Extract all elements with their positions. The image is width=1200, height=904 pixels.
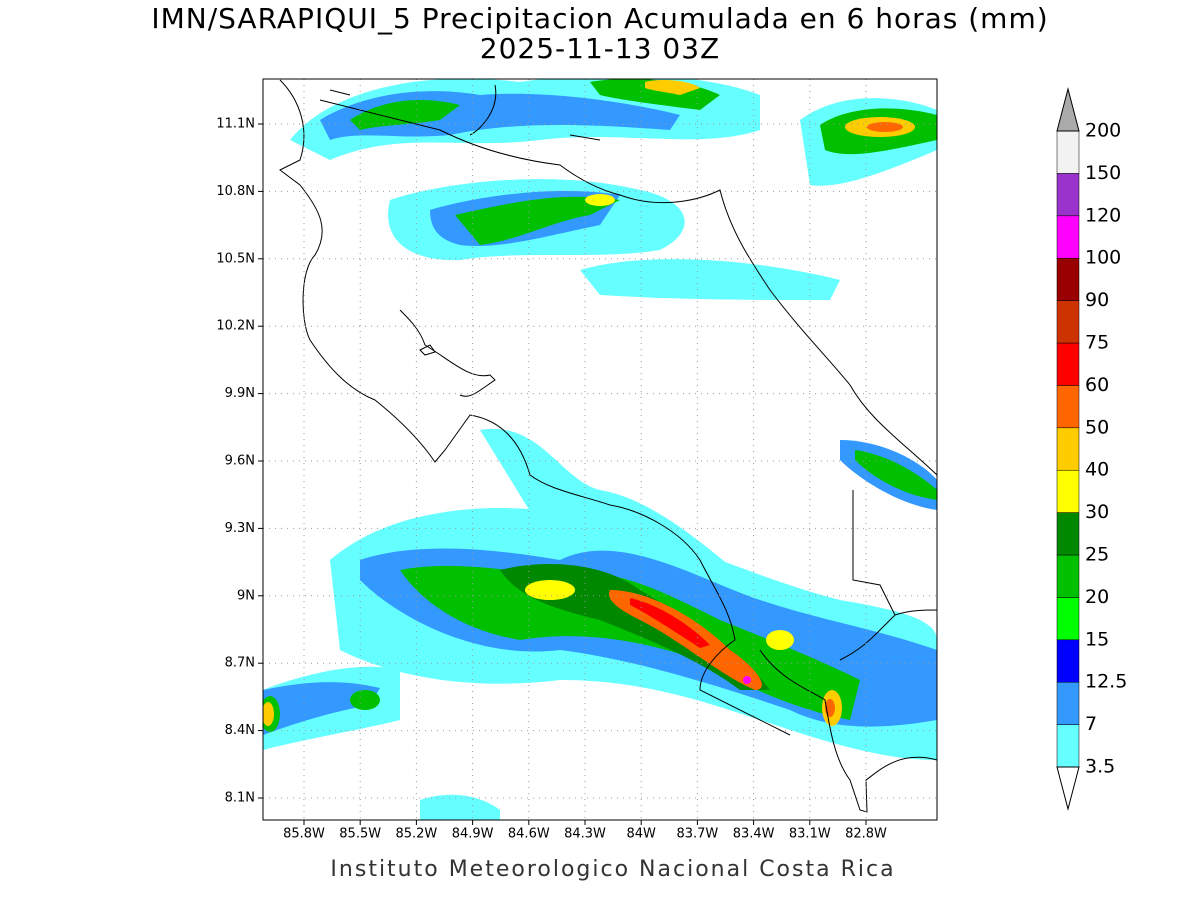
lon-label: 85.5W [339,827,381,842]
lat-label: 10.8N [216,184,255,199]
lon-label: 84.9W [452,827,494,842]
colorbar-overflow [1056,87,1080,132]
colorbar-bin [1056,512,1080,556]
lat-label: 8.4N [225,723,255,738]
title: IMN/SARAPIQUI_5 Precipitacion Acumulada … [151,2,1048,35]
colorbar-bin [1056,597,1080,641]
colorbar-label: 200 [1085,120,1121,142]
coastlines [279,79,937,813]
colorbar-bin [1056,554,1080,598]
colorbar-label: 15 [1085,628,1109,650]
colorbar-label: 75 [1085,332,1109,354]
lat-label: 8.1N [225,791,255,806]
lat-label: 9.6N [225,454,255,469]
colorbar: 3.5 7 12.5 15 20 25 30 40 50 60 75 90 100 120 150 200 [1056,87,1127,811]
colorbar-bin [1056,427,1080,471]
colorbar-label: 90 [1085,289,1109,311]
colorbar-bin [1056,300,1080,344]
lon-label: 84W [626,827,656,842]
lon-label: 83.1W [789,827,831,842]
colorbar-bin [1056,215,1080,259]
colorbar-bin [1056,130,1080,174]
colorbar-underflow [1056,766,1080,811]
colorbar-bin [1056,257,1080,301]
colorbar-bin [1056,385,1080,429]
lon-label: 83.7W [676,827,718,842]
colorbar-bin [1056,173,1080,217]
colorbar-label: 60 [1085,374,1109,396]
colorbar-label: 7 [1085,713,1097,735]
colorbar-label: 120 [1085,204,1121,226]
lon-label: 83.4W [733,827,775,842]
footer: Instituto Meteorologico Nacional Costa R… [330,857,895,882]
colorbar-label: 25 [1085,544,1109,566]
colorbar-bin [1056,639,1080,683]
lon-label: 84.6W [508,827,550,842]
lon-label: 82.8W [845,827,887,842]
colorbar-label: 150 [1085,162,1121,184]
lon-label: 85.2W [395,827,437,842]
lat-label: 11.1N [216,117,255,132]
colorbar-bin [1056,342,1080,386]
lon-label: 85.8W [283,827,325,842]
lat-label: 8.7N [225,656,255,671]
colorbar-label: 20 [1085,586,1109,608]
colorbar-label: 3.5 [1085,756,1115,778]
colorbar-label: 30 [1085,501,1109,523]
subtitle: 2025-11-13 03Z [480,32,720,65]
lat-label: 10.2N [216,319,255,334]
colorbar-bin [1056,724,1080,768]
colorbar-label: 40 [1085,459,1109,481]
graticule: 11.1N 10.8N 10.5N 10.2N 9.9N 9.6N 9.3N 9N 8.7N 8.… [216,79,937,842]
colorbar-label: 12.5 [1085,671,1127,693]
lon-label: 84.3W [564,827,606,842]
lat-label: 9N [237,588,255,603]
colorbar-label: 50 [1085,416,1109,438]
lat-label: 9.3N [225,521,255,536]
colorbar-bin [1056,681,1080,725]
colorbar-bin [1056,469,1080,513]
colorbar-label: 100 [1085,247,1121,269]
lat-label: 10.5N [216,251,255,266]
precip-field [263,79,937,820]
lat-label: 9.9N [225,386,255,401]
map-frame [262,78,938,821]
